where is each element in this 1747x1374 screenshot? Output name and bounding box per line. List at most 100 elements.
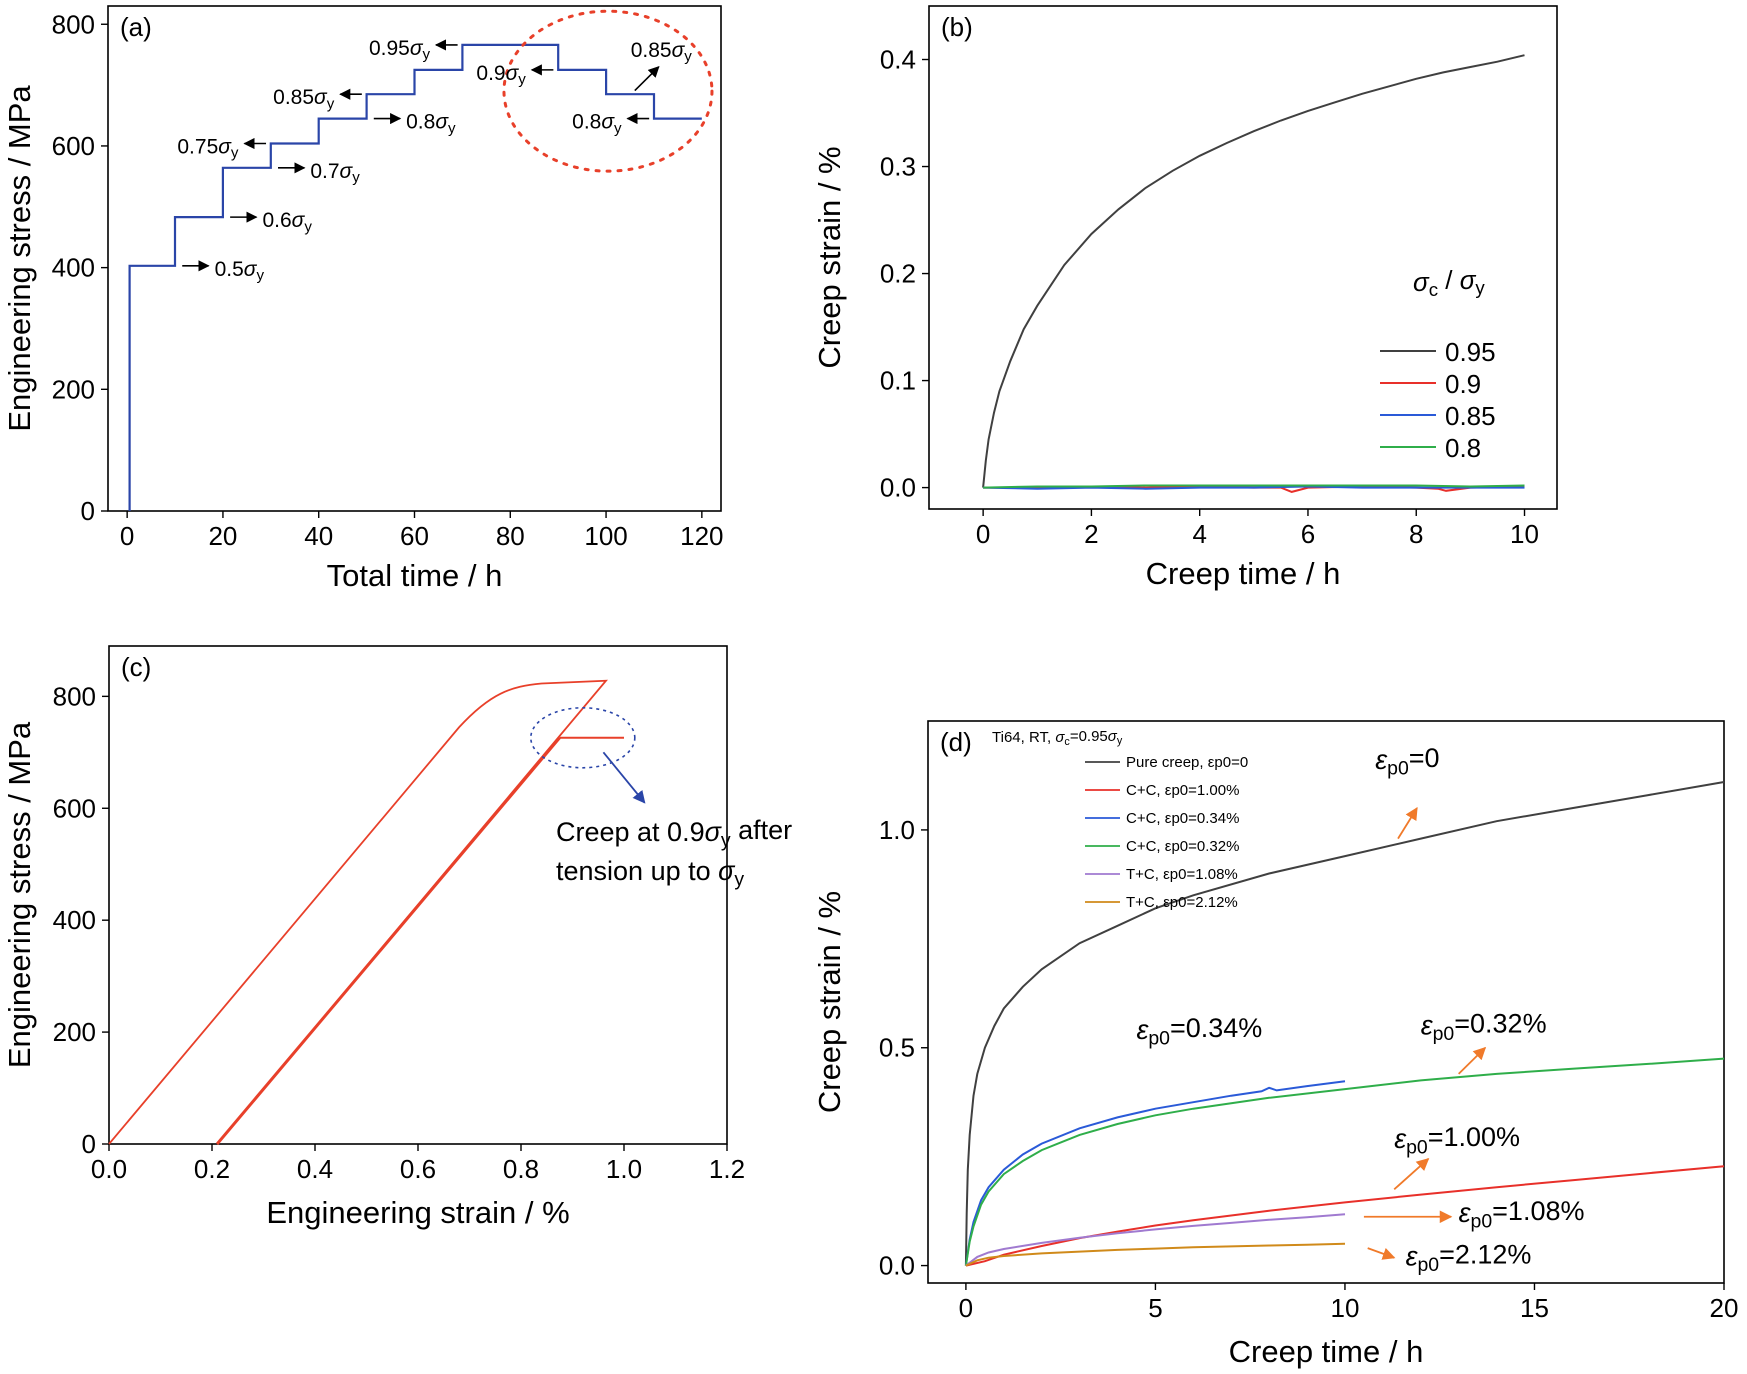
annotation-arrow <box>1397 807 1418 840</box>
panel-b: 0 2 4 6 8 10 0.0 0.1 0.2 0.3 0.4 (b) Creep time / h C… <box>812 5 1558 591</box>
series-line <box>965 1242 1346 1267</box>
annotation-label: εp0=0.32% <box>1421 1009 1547 1046</box>
y-tick-label: 0.0 <box>879 1251 915 1281</box>
y-tick-label: 0.2 <box>880 259 916 289</box>
x-axis-title: Creep time / h <box>1229 1334 1424 1369</box>
series-line <box>982 54 1525 488</box>
x-tick-label: 0.2 <box>194 1154 230 1184</box>
series-line <box>965 1213 1346 1267</box>
legend-entry: Pure creep, εp0=0 <box>1126 754 1248 771</box>
annotation-arrow <box>634 66 660 92</box>
panel-label: (a) <box>120 12 152 42</box>
annotation-label: 0.85σy <box>631 39 693 65</box>
y-tick-label: 200 <box>53 1017 96 1047</box>
y-tick-label: 800 <box>53 681 96 711</box>
panel-c: 0.0 0.2 0.4 0.6 0.8 1.0 1.2 0 200 400 600 800 (c) Eng… <box>2 645 792 1230</box>
x-tick-label: 60 <box>400 521 429 551</box>
annotation-label: 0.8σy <box>406 111 456 137</box>
y-axis-title: Engineering stress / MPa <box>2 85 37 432</box>
x-tick-label: 20 <box>208 521 237 551</box>
series-line <box>964 1080 1346 1266</box>
annotation-label: εp0=2.12% <box>1406 1239 1532 1276</box>
annotation-label: 0.75σy <box>177 136 239 162</box>
x-tick-label: 40 <box>304 521 333 551</box>
plot-frame <box>928 5 1558 510</box>
panel-label: (b) <box>941 12 973 42</box>
legend-entry: 0.9 <box>1445 369 1481 399</box>
series-line <box>964 781 1725 1266</box>
legend-entry: C+C, εp0=0.34% <box>1126 810 1239 827</box>
panel-d: 0 5 10 15 20 0.0 0.5 1.0 (d) Creep time / h Creep … <box>812 720 1739 1369</box>
series-line <box>983 485 1525 490</box>
x-tick-label: 2 <box>1084 519 1098 549</box>
panel-label: (c) <box>121 652 151 682</box>
reload-curve <box>215 736 561 1145</box>
x-tick-label: 0 <box>120 521 134 551</box>
annotation-label: 0.9σy <box>476 62 526 88</box>
legend-title: Ti64, RT, σc=0.95σy <box>992 728 1123 748</box>
y-tick-label: 600 <box>53 793 96 823</box>
y-tick-label: 200 <box>52 374 95 404</box>
highlight-circle <box>502 9 714 173</box>
x-tick-label: 0.4 <box>297 1154 333 1184</box>
annotation-label: 0.6σy <box>262 209 312 235</box>
x-axis-title: Engineering strain / % <box>266 1195 569 1230</box>
annotation-label: 0.5σy <box>215 258 265 284</box>
x-axis-title: Creep time / h <box>1146 556 1341 591</box>
x-tick-label: 10 <box>1510 519 1539 549</box>
legend-entry: 0.8 <box>1445 433 1481 463</box>
legend-entry: T+C, εp0=1.08% <box>1126 866 1238 883</box>
series-line <box>964 1057 1725 1266</box>
x-tick-label: 100 <box>584 521 627 551</box>
y-tick-label: 0 <box>82 1129 96 1159</box>
y-tick-label: 0.4 <box>880 45 916 75</box>
y-tick-label: 0.5 <box>879 1033 915 1063</box>
panel-a: 0 20 40 60 80 100 120 0 200 400 600 800 (a) Total tim… <box>2 5 724 593</box>
x-tick-label: 0 <box>976 519 990 549</box>
x-tick-label: 20 <box>1710 1293 1739 1323</box>
annotation-label: εp0=0 <box>1375 743 1439 780</box>
panel-label: (d) <box>940 727 972 757</box>
x-axis-title: Total time / h <box>327 558 503 593</box>
annotation-line-1: Creep at 0.9σy after <box>556 815 792 852</box>
annotation-arrow <box>602 751 646 804</box>
x-tick-label: 80 <box>496 521 525 551</box>
x-tick-label: 1.0 <box>606 1154 642 1184</box>
legend-title: σc / σy <box>1413 265 1485 300</box>
series-line <box>128 43 702 511</box>
legend-entry: 0.85 <box>1445 401 1496 431</box>
annotation-label: εp0=0.34% <box>1136 1013 1262 1050</box>
legend-entry: C+C, εp0=0.32% <box>1126 838 1239 855</box>
annotation-label: 0.7σy <box>310 160 360 186</box>
annotation-label: 0.95σy <box>369 37 431 63</box>
y-tick-label: 400 <box>52 253 95 283</box>
annotation-arrow <box>1458 1046 1487 1075</box>
y-tick-label: 0.3 <box>880 152 916 182</box>
annotation-arrow <box>1367 1247 1396 1260</box>
x-tick-label: 4 <box>1192 519 1206 549</box>
legend-entry: T+C, εp0=2.12% <box>1126 894 1238 911</box>
y-tick-label: 800 <box>52 9 95 39</box>
x-tick-label: 0 <box>959 1293 973 1323</box>
x-tick-label: 8 <box>1409 519 1423 549</box>
annotation-label: εp0=1.08% <box>1459 1196 1585 1233</box>
y-axis-title: Creep strain / % <box>812 891 847 1113</box>
x-tick-label: 10 <box>1330 1293 1359 1323</box>
legend-entry: C+C, εp0=1.00% <box>1126 782 1239 799</box>
series-line <box>965 1165 1725 1267</box>
x-tick-label: 6 <box>1301 519 1315 549</box>
y-axis-title: Engineering stress / MPa <box>2 721 37 1068</box>
y-tick-label: 0.0 <box>880 473 916 503</box>
x-tick-label: 1.2 <box>709 1154 745 1184</box>
x-tick-label: 0.0 <box>91 1154 127 1184</box>
x-tick-label: 15 <box>1520 1293 1549 1323</box>
plot-frame <box>927 720 1725 1284</box>
annotation-line-2: tension up to σy <box>556 856 744 890</box>
x-tick-label: 0.8 <box>503 1154 539 1184</box>
x-tick-label: 120 <box>680 521 723 551</box>
y-tick-label: 400 <box>53 905 96 935</box>
legend-entry: 0.95 <box>1445 337 1496 367</box>
y-tick-label: 0 <box>81 496 95 526</box>
annotation-label: εp0=1.00% <box>1394 1122 1520 1159</box>
x-tick-label: 0.6 <box>400 1154 436 1184</box>
